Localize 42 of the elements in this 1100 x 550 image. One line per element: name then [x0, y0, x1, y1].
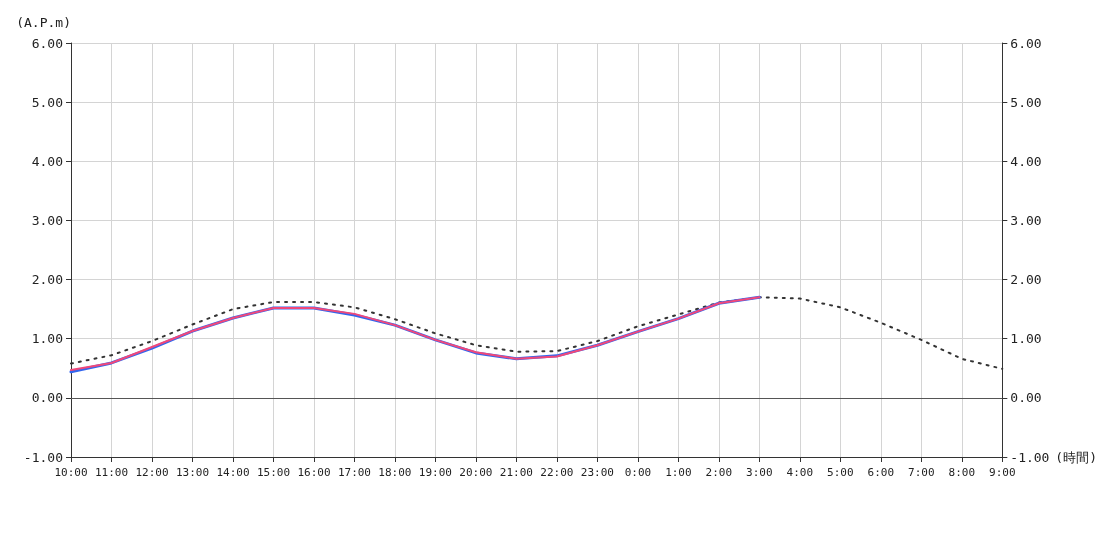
y-tick-label: 0.00: [31, 390, 63, 406]
x-axis-title: (時間): [1055, 449, 1097, 465]
y-tick-label: 1.00: [31, 331, 63, 347]
x-tick-label: 9:00: [989, 466, 1016, 479]
y-tick-label: 2.00: [31, 272, 63, 288]
y-tick-label: 6.00: [31, 35, 63, 51]
x-tick-label: 19:00: [418, 466, 452, 479]
x-tick-label: 12:00: [135, 466, 169, 479]
y2-tick-label: 0.00: [1010, 390, 1042, 406]
y-tick-label: 4.00: [31, 153, 63, 169]
x-tick-label: 21:00: [499, 466, 533, 479]
y2-tick-label: 2.00: [1010, 272, 1042, 288]
x-tick-label: 13:00: [175, 466, 210, 479]
x-tick-label: 4:00: [786, 466, 814, 479]
y2-tick-label: 5.00: [1010, 94, 1042, 110]
x-tick-label: 11:00: [94, 466, 129, 479]
x-tick-label: 7:00: [908, 466, 935, 479]
x-tick-label: 2:00: [705, 466, 733, 479]
x-tick-label: 10:00: [54, 466, 88, 479]
y-tick-label: 5.00: [31, 94, 63, 110]
x-tick-label: 22:00: [540, 466, 574, 479]
y2-tick-label: 6.00: [1010, 35, 1042, 51]
y2-tick-label: 1.00: [1010, 331, 1042, 347]
y2-tick-label: 3.00: [1010, 212, 1042, 228]
x-tick-label: 0:00: [624, 466, 652, 479]
x-tick-label: 6:00: [867, 466, 895, 479]
x-tick-label: 23:00: [580, 466, 614, 479]
x-tick-label: 5:00: [827, 466, 854, 479]
x-tick-label: 18:00: [378, 466, 412, 479]
y-tick-label: -1.00: [23, 449, 63, 465]
x-tick-label: 3:00: [746, 466, 773, 479]
y2-tick-label: 4.00: [1010, 153, 1042, 169]
x-tick-label: 1:00: [665, 466, 692, 479]
y-axis-title: (A.P.m): [16, 15, 71, 30]
x-tick-label: 17:00: [337, 466, 372, 479]
x-tick-label: 14:00: [216, 466, 250, 479]
x-tick-label: 15:00: [256, 466, 291, 479]
x-tick-label: 8:00: [948, 466, 976, 479]
y-tick-label: 3.00: [31, 212, 63, 228]
y2-tick-label: -1.00: [1010, 449, 1050, 465]
x-tick-label: 20:00: [459, 466, 493, 479]
x-tick-label: 16:00: [297, 466, 331, 479]
